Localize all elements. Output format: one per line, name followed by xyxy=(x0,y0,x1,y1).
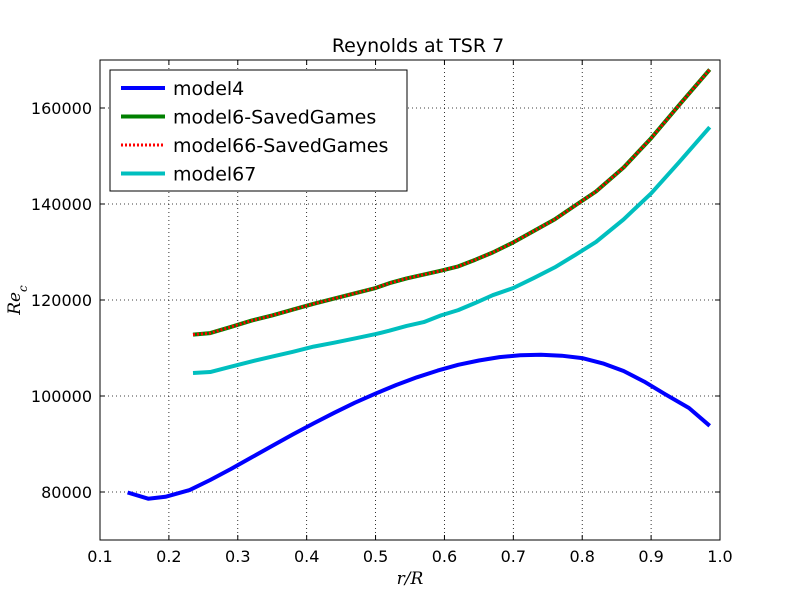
axis-ticks xyxy=(99,60,721,540)
legend-label: model4 xyxy=(173,78,244,100)
chart-title: Reynolds at TSR 7 xyxy=(332,35,504,57)
x-tick-label: 0.8 xyxy=(569,547,594,566)
x-tick-label: 0.2 xyxy=(156,547,181,566)
legend: model4 model6-SavedGames model66-SavedGame… xyxy=(109,69,408,192)
series-line-model66-SavedGames xyxy=(192,68,711,337)
x-tick-label: 0.3 xyxy=(225,547,250,566)
y-tick-label: 120000 xyxy=(31,291,92,310)
x-tick-label: 0.1 xyxy=(87,547,112,566)
y-axis-label: Rec xyxy=(5,285,30,316)
series-line-model67 xyxy=(192,125,712,375)
series-lines xyxy=(127,68,712,501)
y-tick-labels: 80000 100000 120000 140000 160000 xyxy=(31,99,92,502)
x-tick-label: 0.6 xyxy=(432,547,457,566)
y-tick-label: 80000 xyxy=(41,483,92,502)
legend-label: model66-SavedGames xyxy=(173,135,388,157)
x-axis-label: r/R xyxy=(397,569,424,589)
x-tick-label: 0.7 xyxy=(501,547,526,566)
x-tick-labels: 0.1 0.2 0.3 0.4 0.5 0.6 0.7 0.8 0.9 1.0 xyxy=(87,547,732,566)
x-tick-label: 1.0 xyxy=(707,547,732,566)
legend-label: model67 xyxy=(173,164,256,186)
x-tick-label: 0.5 xyxy=(363,547,388,566)
series-line-model4 xyxy=(127,352,712,501)
y-tick-label: 160000 xyxy=(31,99,92,118)
x-tick-label: 0.9 xyxy=(638,547,663,566)
x-tick-label: 0.4 xyxy=(294,547,319,566)
legend-label: model6-SavedGames xyxy=(173,107,376,129)
y-tick-label: 140000 xyxy=(31,195,92,214)
legend-box xyxy=(109,69,408,192)
y-tick-label: 100000 xyxy=(31,387,92,406)
